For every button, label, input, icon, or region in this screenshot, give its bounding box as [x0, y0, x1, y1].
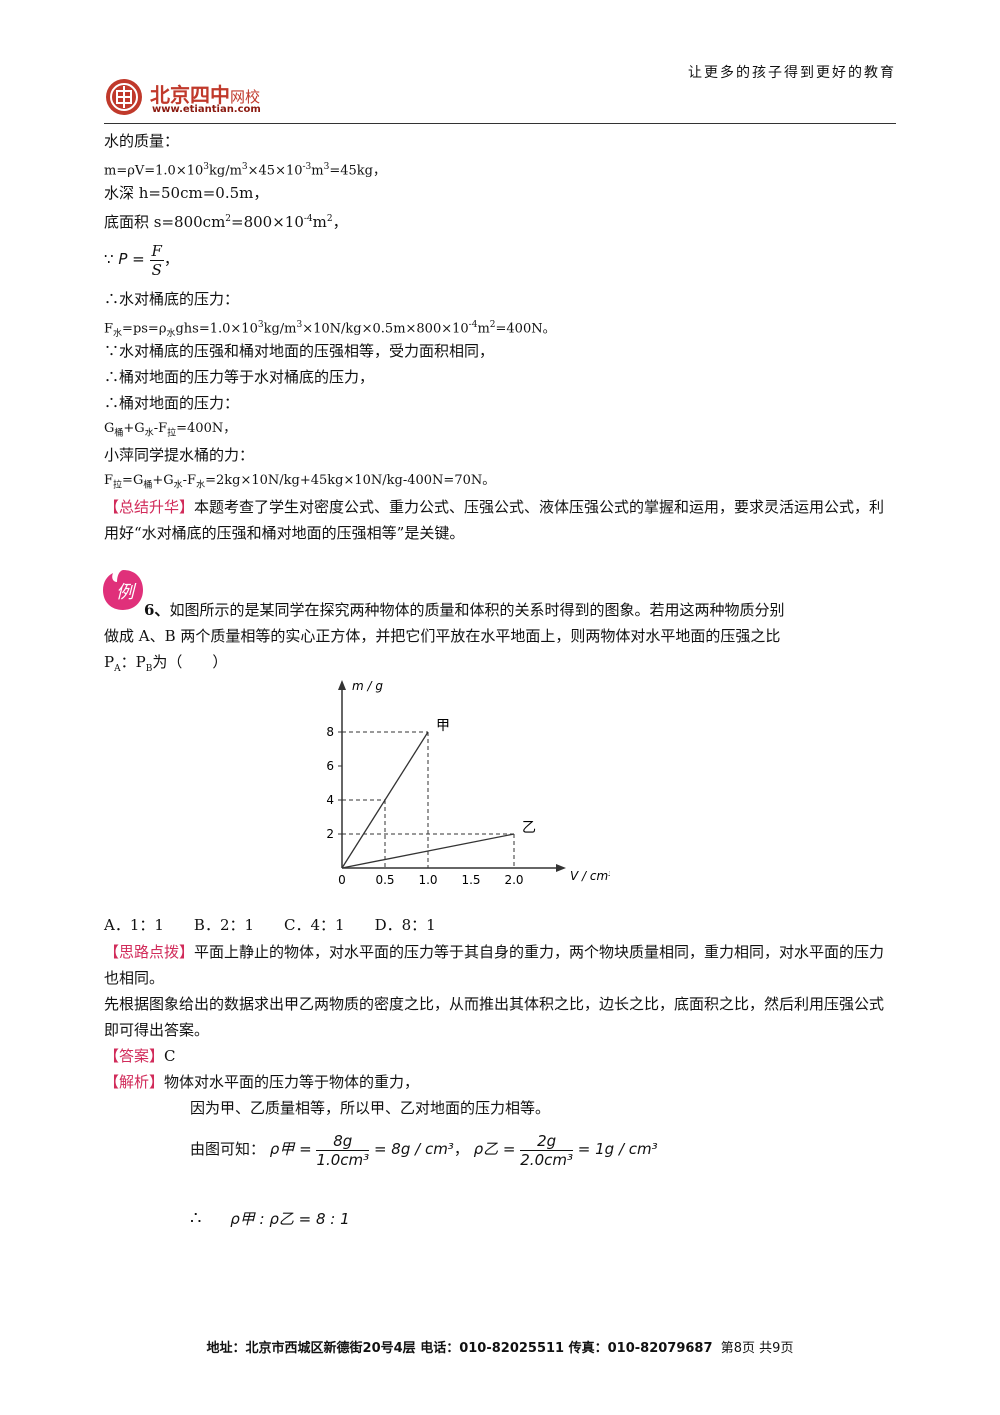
analysis-line: 【解析】物体对水平面的压力等于物体的重力， — [104, 1073, 420, 1091]
header-slogan: 让更多的孩子得到更好的教育 — [688, 65, 896, 81]
solution-line: ∴水对桶底的压力： — [104, 290, 240, 308]
fraction: 2g 2.0cm³ — [520, 1131, 573, 1169]
pressure-formula: ∵ P = F S， — [104, 241, 179, 279]
series-line-2 — [341, 833, 515, 869]
logo-url: www.etiantian.com — [152, 104, 261, 115]
y-tick-label: 6 — [326, 759, 334, 773]
site-logo[interactable]: 北京四中网校 www.etiantian.com — [104, 77, 304, 119]
solution-line: ∵水对桶底的压强和桶对地面的压强相等，受力面积相同， — [104, 342, 495, 360]
x-tick-label: 0.5 — [375, 873, 394, 887]
fraction: 8g 1.0cm³ — [316, 1131, 370, 1169]
y-axis-arrow — [338, 680, 346, 690]
analysis-tag: 【解析】 — [104, 1073, 165, 1091]
solution-line: m=ρV=1.0×103kg/m3×45×10-3m3=45kg， — [104, 162, 386, 179]
y-axis-label: m / g — [352, 679, 383, 693]
analysis-line: 因为甲、乙质量相等，所以甲、乙对地面的压力相等。 — [190, 1099, 551, 1117]
solution-line: 小萍同学提水桶的力： — [104, 446, 255, 464]
page-number: 第8页 共9页 — [720, 1341, 794, 1356]
density-equations: 由图可知： ρ甲 = 8g 1.0cm³ = 8g / cm³， ρ乙 = 2g 2… — [190, 1131, 658, 1169]
answer-line: 【答案】C — [104, 1047, 176, 1065]
series-label: 甲 — [436, 718, 450, 734]
density-ratio: ∴ ρ甲 : ρ乙 = 8 : 1 — [190, 1208, 350, 1229]
x-axis-label: V / cm³ — [570, 869, 610, 883]
solution-line: F水=ps=ρ水ghs=1.0×103kg/m3×10N/kg×0.5m×800… — [104, 320, 556, 339]
y-tick-label: 4 — [326, 793, 334, 807]
solution-line: 水的质量： — [104, 132, 180, 150]
x-tick-label: 0 — [338, 873, 346, 887]
answer-options: A．1：1 B．2：1 C．4：1 D．8：1 — [104, 916, 436, 934]
footer-address: 地址：北京市西城区新德街20号4层 电话：010-82025511 传真：010… — [206, 1341, 713, 1356]
hint-paragraph: 【思路点拨】平面上静止的物体，对水平面的压力等于其自身的重力，两个物块质量相同，… — [104, 943, 885, 1039]
solution-line: F拉=G桶+G水-F水=2kg×10N/kg+45kg×10N/kg-400N=… — [104, 473, 496, 491]
answer-tag: 【答案】 — [104, 1047, 165, 1065]
page-footer: 地址：北京市西城区新德街20号4层 电话：010-82025511 传真：010… — [0, 1337, 1000, 1356]
solution-line: G桶+G水-F拉=400N， — [104, 421, 237, 439]
summary-paragraph: 【总结升华】本题考查了学生对密度公式、重力公式、压强公式、液体压强公式的掌握和运… — [104, 498, 885, 542]
series-label: 乙 — [522, 820, 536, 836]
solution-line: 水深 h=50cm=0.5m， — [104, 184, 269, 202]
y-tick-label: 8 — [326, 725, 334, 739]
example-badge-icon: 例 — [103, 570, 143, 610]
solution-line: ∴桶对地面的压力等于水对桶底的压力， — [104, 368, 375, 386]
logo-brand: 北京四中网校 — [150, 83, 261, 107]
example-badge-label: 例 — [116, 582, 137, 603]
question-text: 6、如图所示的是某同学在探究两种物体的质量和体积的关系时得到的图象。若用这两种物… — [104, 601, 785, 674]
hint-tag: 【思路点拨】 — [104, 943, 195, 961]
x-tick-label: 1.5 — [461, 873, 480, 887]
header-divider — [104, 123, 896, 124]
solution-line: ∴桶对地面的压力： — [104, 394, 240, 412]
mass-volume-chart: m / g V / cm³ 0 0.5 1.0 1.5 2.0 2 4 6 8 甲乙 — [326, 679, 610, 887]
solution-line: 底面积 s=800cm2=800×10-4m2， — [104, 213, 348, 231]
x-tick-label: 2.0 — [504, 873, 523, 887]
x-tick-label: 1.0 — [418, 873, 437, 887]
school-seal-icon — [106, 79, 142, 115]
series-line-1 — [341, 731, 429, 869]
y-tick-label: 2 — [326, 827, 334, 841]
x-axis-arrow — [556, 864, 566, 872]
summary-tag: 【总结升华】 — [104, 498, 195, 516]
